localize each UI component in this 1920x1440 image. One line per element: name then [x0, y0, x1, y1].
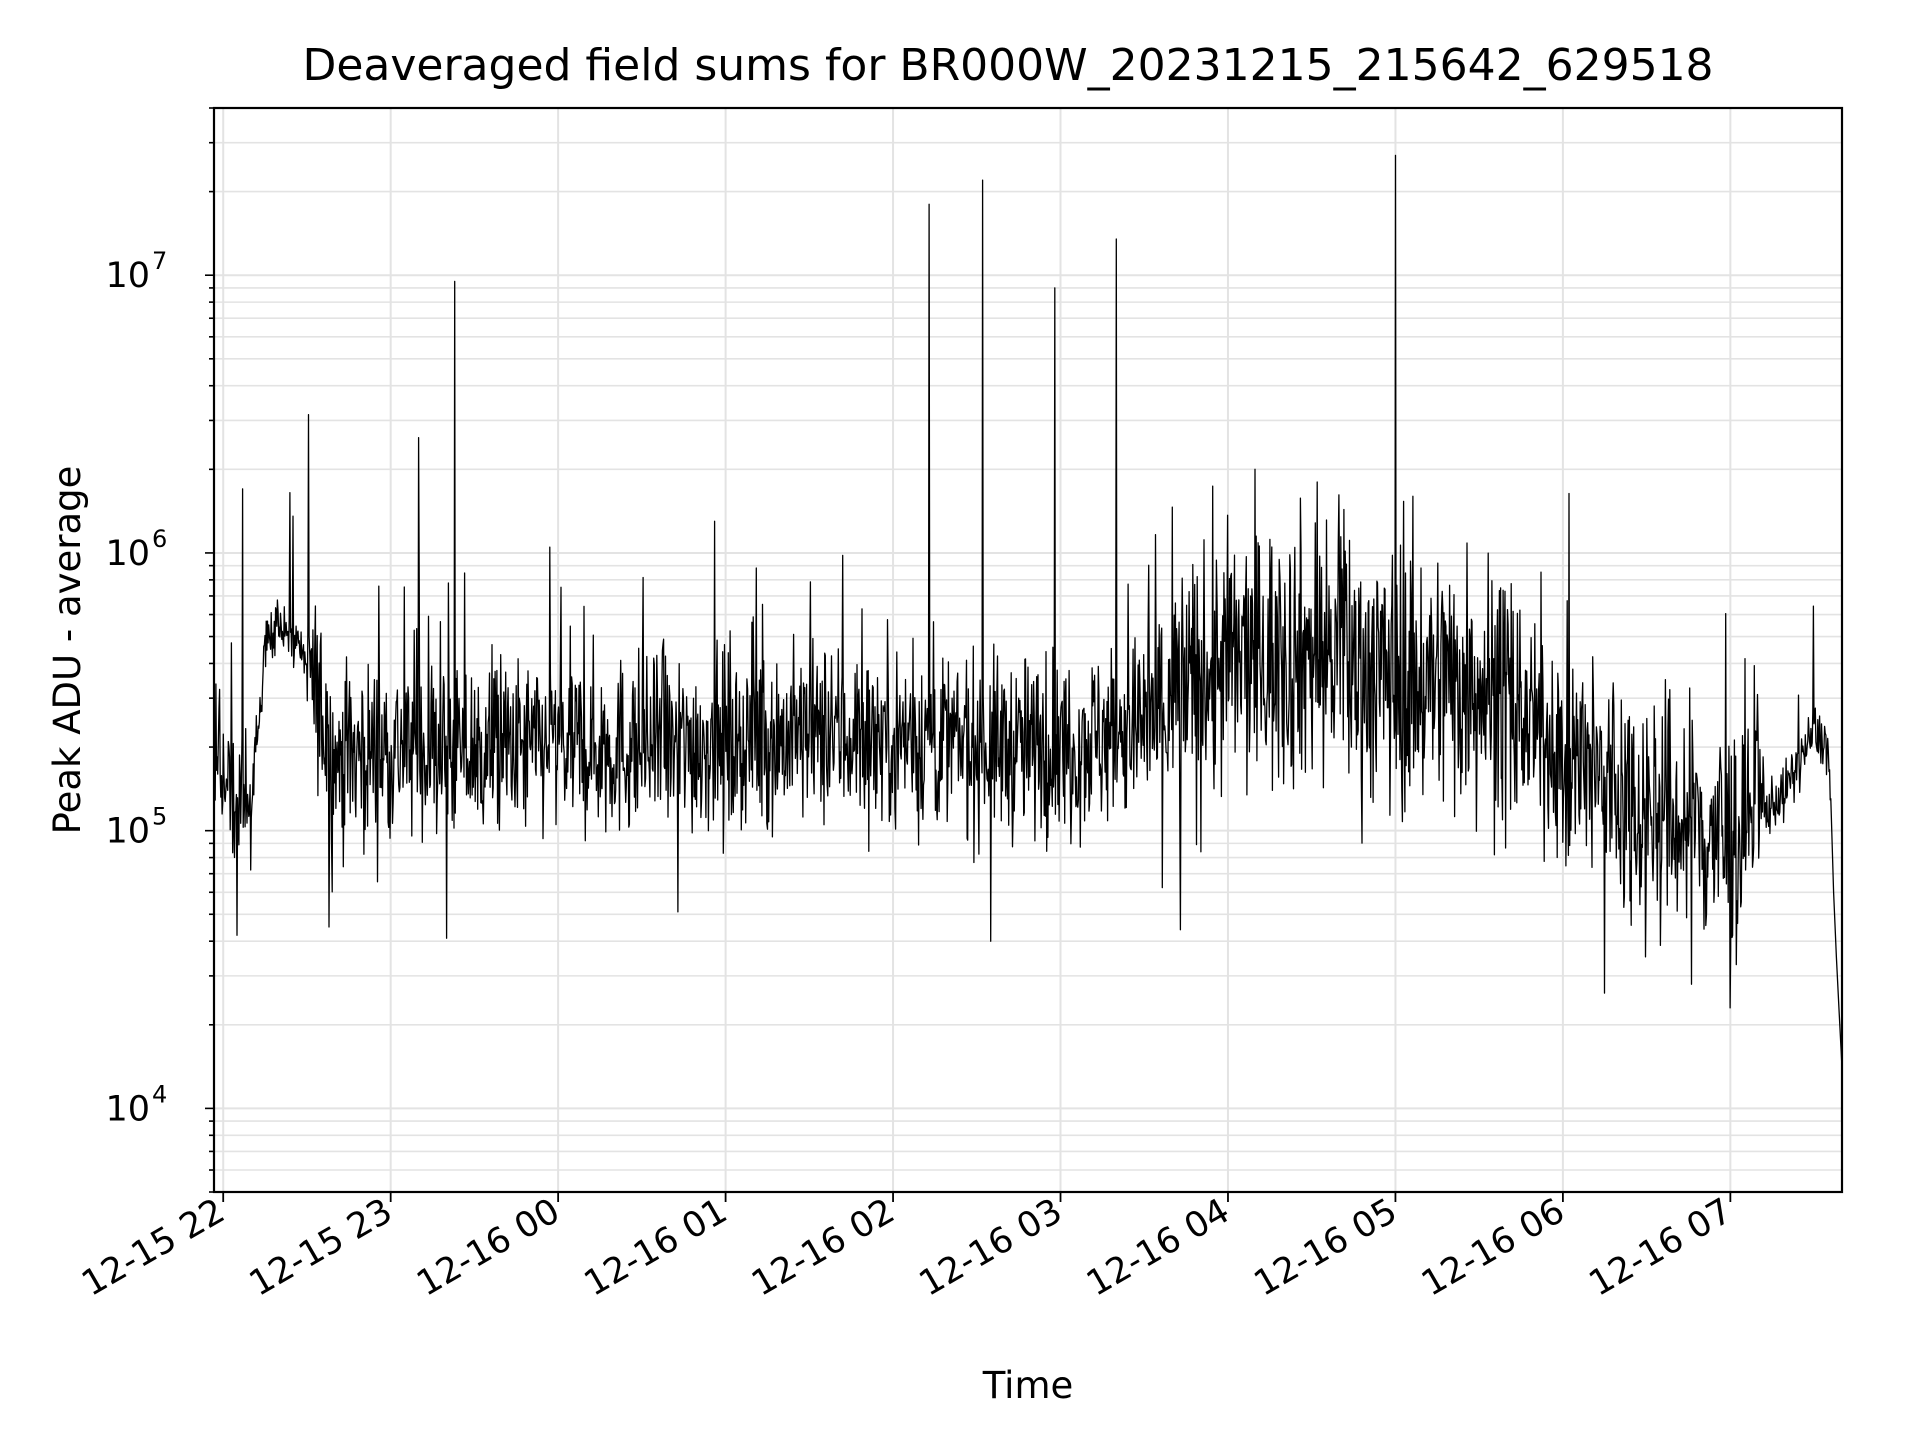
x-tick-label: 12-16 00: [410, 1191, 566, 1304]
x-tick-label: 12-16 04: [1080, 1191, 1236, 1304]
grid: [214, 107, 1842, 1193]
x-axis-label: Time: [982, 1364, 1074, 1407]
y-tick-label: 10: [105, 812, 150, 852]
y-tick-label-exponent: 4: [152, 1080, 167, 1108]
y-tick-label-exponent: 7: [152, 247, 167, 275]
y-axis-label: Peak ADU - average: [46, 466, 89, 835]
x-tick-label: 12-15 22: [75, 1191, 231, 1304]
y-tick-label: 10: [105, 1089, 150, 1129]
y-tick-label-exponent: 6: [152, 525, 167, 553]
chart-title: Deaveraged field sums for BR000W_2023121…: [302, 40, 1713, 91]
x-tick-label: 12-16 03: [913, 1191, 1069, 1304]
series-path: [213, 154, 1843, 1068]
y-tick-label: 10: [105, 534, 150, 574]
x-tick-label: 12-16 05: [1248, 1191, 1404, 1304]
x-tick-label: 12-16 07: [1583, 1191, 1739, 1304]
y-tick-label: 10: [105, 256, 150, 296]
x-axis: 12-15 22 12-15 23 12-16 00 12-16 01 12-16 02…: [75, 1191, 1738, 1304]
plot-frame: [212, 106, 1844, 1194]
x-tick-label: 12-16 01: [578, 1191, 734, 1304]
y-tick-label-exponent: 5: [152, 803, 167, 831]
x-tick-label: 12-15 23: [243, 1191, 399, 1304]
x-tick-label: 12-16 06: [1415, 1191, 1571, 1304]
x-tick-label: 12-16 02: [745, 1191, 901, 1304]
series-line: [213, 154, 1843, 1068]
